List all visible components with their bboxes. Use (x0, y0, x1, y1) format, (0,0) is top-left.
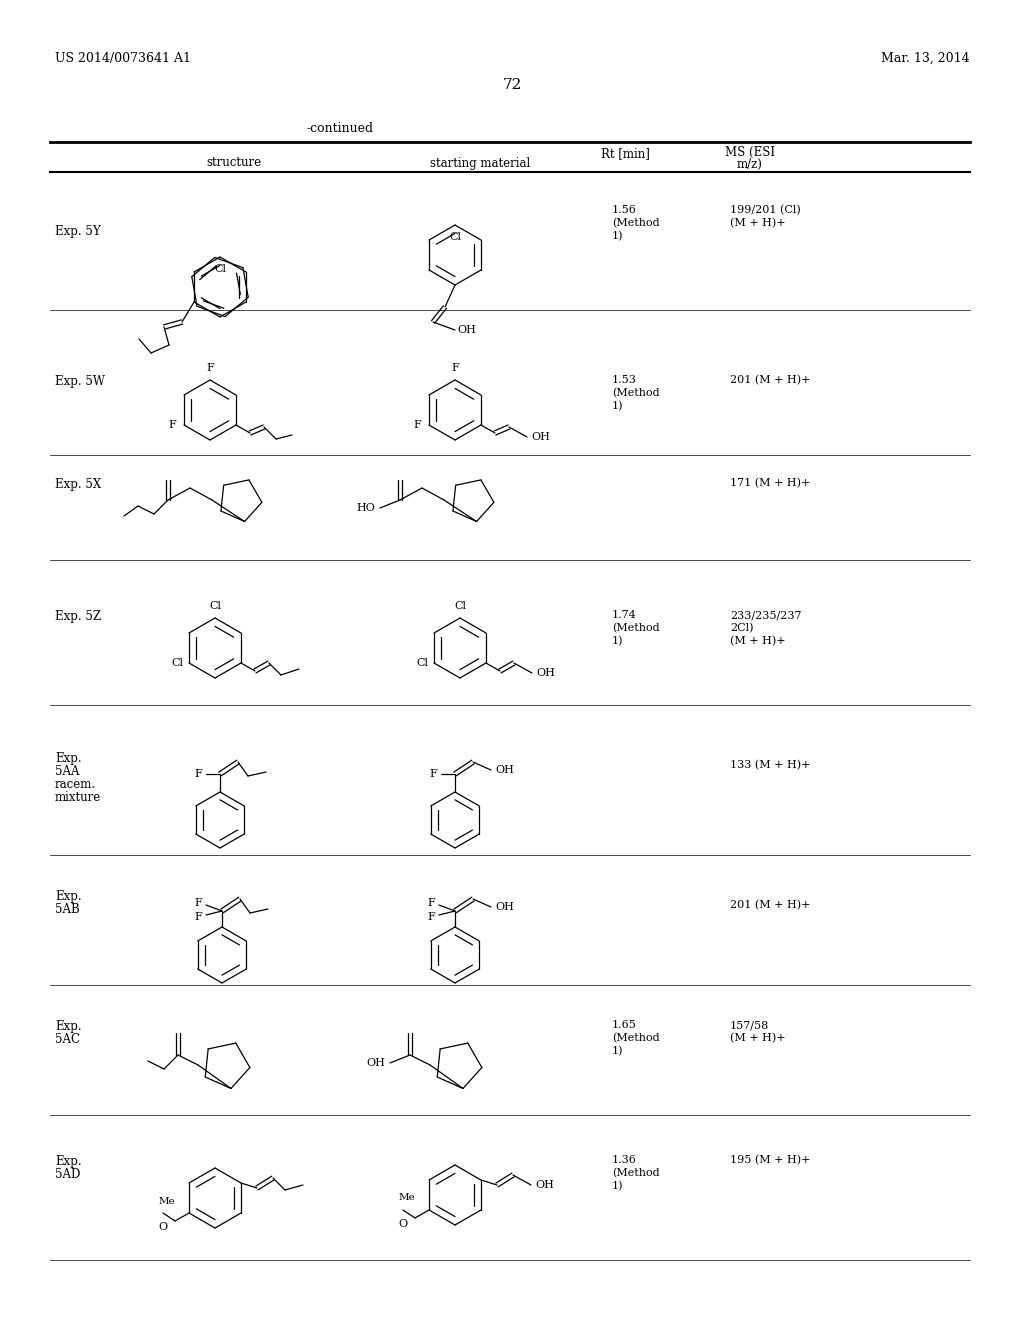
Text: 233/235/237: 233/235/237 (730, 610, 802, 620)
Text: 195 (M + H)+: 195 (M + H)+ (730, 1155, 811, 1166)
Text: 1): 1) (612, 1045, 624, 1056)
Text: OH: OH (536, 1180, 554, 1191)
Text: (Method: (Method (612, 1034, 659, 1043)
Text: OH: OH (531, 432, 551, 442)
Text: OH: OH (496, 766, 514, 775)
Text: F: F (195, 912, 202, 921)
Text: (Method: (Method (612, 623, 659, 634)
Text: (Method: (Method (612, 218, 659, 228)
Text: F: F (427, 898, 435, 908)
Text: 133 (M + H)+: 133 (M + H)+ (730, 760, 811, 771)
Text: 157/58: 157/58 (730, 1020, 769, 1030)
Text: O: O (159, 1222, 168, 1232)
Text: 5AB: 5AB (55, 903, 80, 916)
Text: F: F (206, 363, 214, 374)
Text: Me: Me (159, 1196, 175, 1205)
Text: 1): 1) (612, 636, 624, 647)
Text: 5AC: 5AC (55, 1034, 80, 1045)
Text: HO: HO (356, 503, 376, 513)
Text: F: F (168, 420, 176, 430)
Text: Exp.: Exp. (55, 1155, 82, 1168)
Text: Rt [min]: Rt [min] (600, 148, 649, 161)
Text: Exp. 5Y: Exp. 5Y (55, 224, 100, 238)
Text: F: F (413, 420, 421, 430)
Text: Cl: Cl (209, 601, 221, 611)
Text: Exp. 5W: Exp. 5W (55, 375, 105, 388)
Text: (M + H)+: (M + H)+ (730, 218, 785, 228)
Text: starting material: starting material (430, 157, 530, 169)
Text: Exp.: Exp. (55, 1020, 82, 1034)
Text: 1): 1) (612, 1181, 624, 1192)
Text: Cl: Cl (454, 601, 466, 611)
Text: 2Cl): 2Cl) (730, 623, 754, 634)
Text: 171 (M + H)+: 171 (M + H)+ (730, 478, 810, 488)
Text: racem.: racem. (55, 777, 96, 791)
Text: 72: 72 (503, 78, 521, 92)
Text: -continued: -continued (306, 121, 374, 135)
Text: (Method: (Method (612, 1168, 659, 1179)
Text: Me: Me (398, 1193, 416, 1203)
Text: Exp. 5Z: Exp. 5Z (55, 610, 101, 623)
Text: Cl: Cl (214, 264, 226, 275)
Text: OH: OH (537, 668, 555, 678)
Text: 201 (M + H)+: 201 (M + H)+ (730, 375, 811, 385)
Text: F: F (195, 770, 202, 779)
Text: Cl: Cl (171, 657, 183, 668)
Text: OH: OH (496, 902, 514, 912)
Text: 5AA: 5AA (55, 766, 80, 777)
Text: 5AD: 5AD (55, 1168, 80, 1181)
Text: structure: structure (207, 157, 261, 169)
Text: 1.36: 1.36 (612, 1155, 637, 1166)
Text: Exp.: Exp. (55, 752, 82, 766)
Text: 1): 1) (612, 401, 624, 412)
Text: F: F (195, 898, 202, 908)
Text: 1.56: 1.56 (612, 205, 637, 215)
Text: OH: OH (458, 325, 476, 335)
Text: MS (ESI: MS (ESI (725, 145, 775, 158)
Text: 199/201 (Cl): 199/201 (Cl) (730, 205, 801, 215)
Text: F: F (452, 363, 459, 374)
Text: O: O (398, 1218, 408, 1229)
Text: 1.74: 1.74 (612, 610, 637, 620)
Text: F: F (427, 912, 435, 921)
Text: OH: OH (367, 1059, 385, 1068)
Text: 201 (M + H)+: 201 (M + H)+ (730, 900, 811, 911)
Text: 1.53: 1.53 (612, 375, 637, 385)
Text: (M + H)+: (M + H)+ (730, 1034, 785, 1043)
Text: Cl: Cl (449, 232, 461, 242)
Text: 1): 1) (612, 231, 624, 242)
Text: US 2014/0073641 A1: US 2014/0073641 A1 (55, 51, 191, 65)
Text: Cl: Cl (416, 657, 428, 668)
Text: (Method: (Method (612, 388, 659, 399)
Text: 1.65: 1.65 (612, 1020, 637, 1030)
Text: (M + H)+: (M + H)+ (730, 636, 785, 647)
Text: m/z): m/z) (737, 157, 763, 170)
Text: F: F (429, 770, 437, 779)
Text: mixture: mixture (55, 791, 101, 804)
Text: Mar. 13, 2014: Mar. 13, 2014 (882, 51, 970, 65)
Text: Exp.: Exp. (55, 890, 82, 903)
Text: Exp. 5X: Exp. 5X (55, 478, 101, 491)
